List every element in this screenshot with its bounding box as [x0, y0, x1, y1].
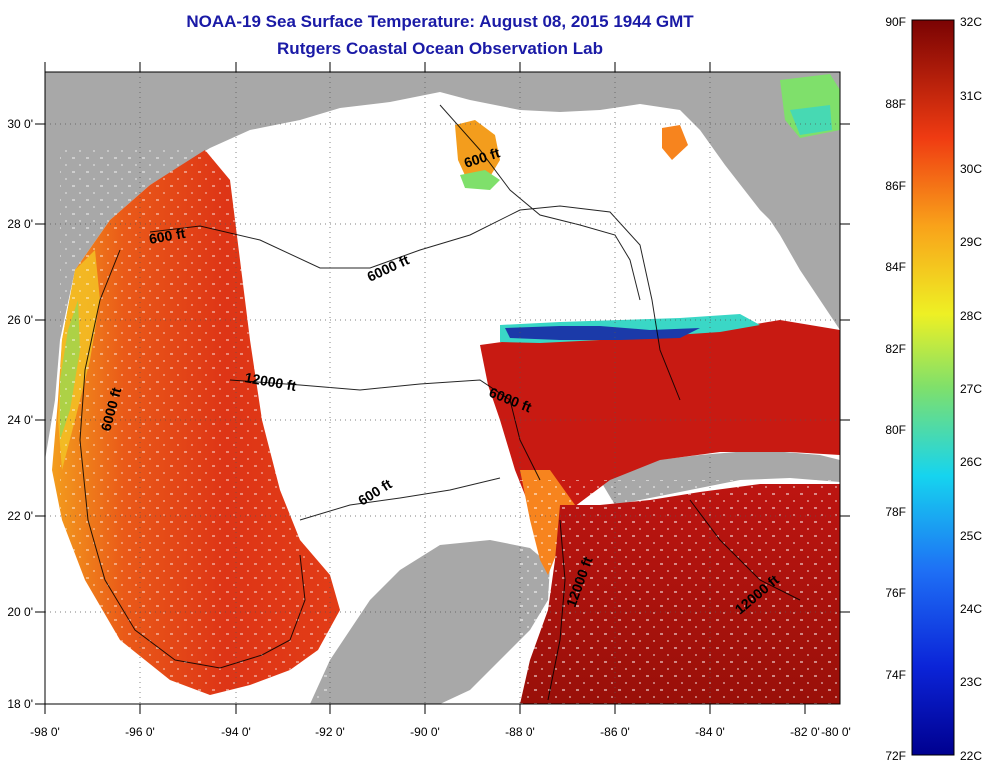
sst-north-patch [455, 120, 500, 182]
colorbar-c-label: 23C [960, 675, 982, 689]
lat-tick-label: 22 0' [7, 509, 33, 523]
colorbar-c-label: 32C [960, 15, 982, 29]
latitude-labels: 30 0' 28 0' 26 0' 24 0' 22 0' 20 0' 18 0… [7, 117, 33, 711]
colorbar-c-label: 24C [960, 602, 982, 616]
map-frame [44, 71, 841, 705]
lon-tick-label: -88 0' [505, 725, 535, 739]
colorbar-c-label: 30C [960, 162, 982, 176]
colorbar-f-label: 72F [885, 749, 906, 763]
colorbar-c-label: 25C [960, 529, 982, 543]
colorbar-f-label: 88F [885, 97, 906, 111]
colorbar-f-label: 90F [885, 15, 906, 29]
colorbar-celsius-labels: 32C 31C 30C 29C 28C 27C 26C 25C 24C 23C … [960, 15, 982, 763]
lon-tick-label: -86 0' [600, 725, 630, 739]
bathymetry-contours [79, 104, 801, 701]
lon-tick-label: -92 0' [315, 725, 345, 739]
colorbar-f-label: 78F [885, 505, 906, 519]
lat-tick-label: 18 0' [7, 697, 33, 711]
sst-florida-cyan [790, 105, 832, 135]
colorbar-c-label: 26C [960, 455, 982, 469]
sst-cold-patch [505, 326, 700, 340]
colorbar-f-label: 84F [885, 260, 906, 274]
colorbar-f-label: 74F [885, 668, 906, 682]
map-title: NOAA-19 Sea Surface Temperature: August … [186, 12, 694, 31]
contour-label: 600 ft [148, 225, 187, 247]
lon-tick-label: -90 0' [410, 725, 440, 739]
colorbar-f-label: 76F [885, 586, 906, 600]
lat-lon-grid [45, 72, 840, 704]
lon-tick-label: -82 0' [790, 725, 820, 739]
axis-ticks [35, 62, 850, 714]
cloud-speckle-caribbean [520, 480, 840, 704]
colorbar-f-label: 86F [885, 179, 906, 193]
map-subtitle: Rutgers Coastal Ocean Observation Lab [277, 39, 603, 58]
colorbar-c-label: 27C [960, 382, 982, 396]
colorbar-c-label: 29C [960, 235, 982, 249]
colorbar-fahrenheit-labels: 90F 88F 86F 84F 82F 80F 78F 76F 74F 72F [885, 15, 906, 763]
yucatan-land [310, 540, 550, 704]
lat-tick-label: 24 0' [7, 413, 33, 427]
colorbar-c-label: 31C [960, 89, 982, 103]
lon-tick-label: -80 0' [821, 725, 851, 739]
colorbar-c-label: 28C [960, 309, 982, 323]
colorbar [911, 19, 955, 756]
cloud-speckle-west [60, 150, 330, 700]
longitude-labels: -98 0' -96 0' -94 0' -92 0' -90 0' -88 0… [30, 725, 851, 739]
colorbar-f-label: 80F [885, 423, 906, 437]
lon-tick-label: -96 0' [125, 725, 155, 739]
sst-bay-patch [662, 125, 688, 160]
lon-tick-label: -84 0' [695, 725, 725, 739]
lat-tick-label: 26 0' [7, 313, 33, 327]
colorbar-c-label: 22C [960, 749, 982, 763]
lat-tick-label: 20 0' [7, 605, 33, 619]
lat-tick-label: 28 0' [7, 217, 33, 231]
colorbar-f-label: 82F [885, 342, 906, 356]
lon-tick-label: -98 0' [30, 725, 60, 739]
lat-tick-label: 30 0' [7, 117, 33, 131]
lon-tick-label: -94 0' [221, 725, 251, 739]
sst-north-green [460, 170, 500, 190]
map-area: 600 ft 600 ft 6000 ft 12000 ft 6000 ft 6… [45, 72, 840, 704]
